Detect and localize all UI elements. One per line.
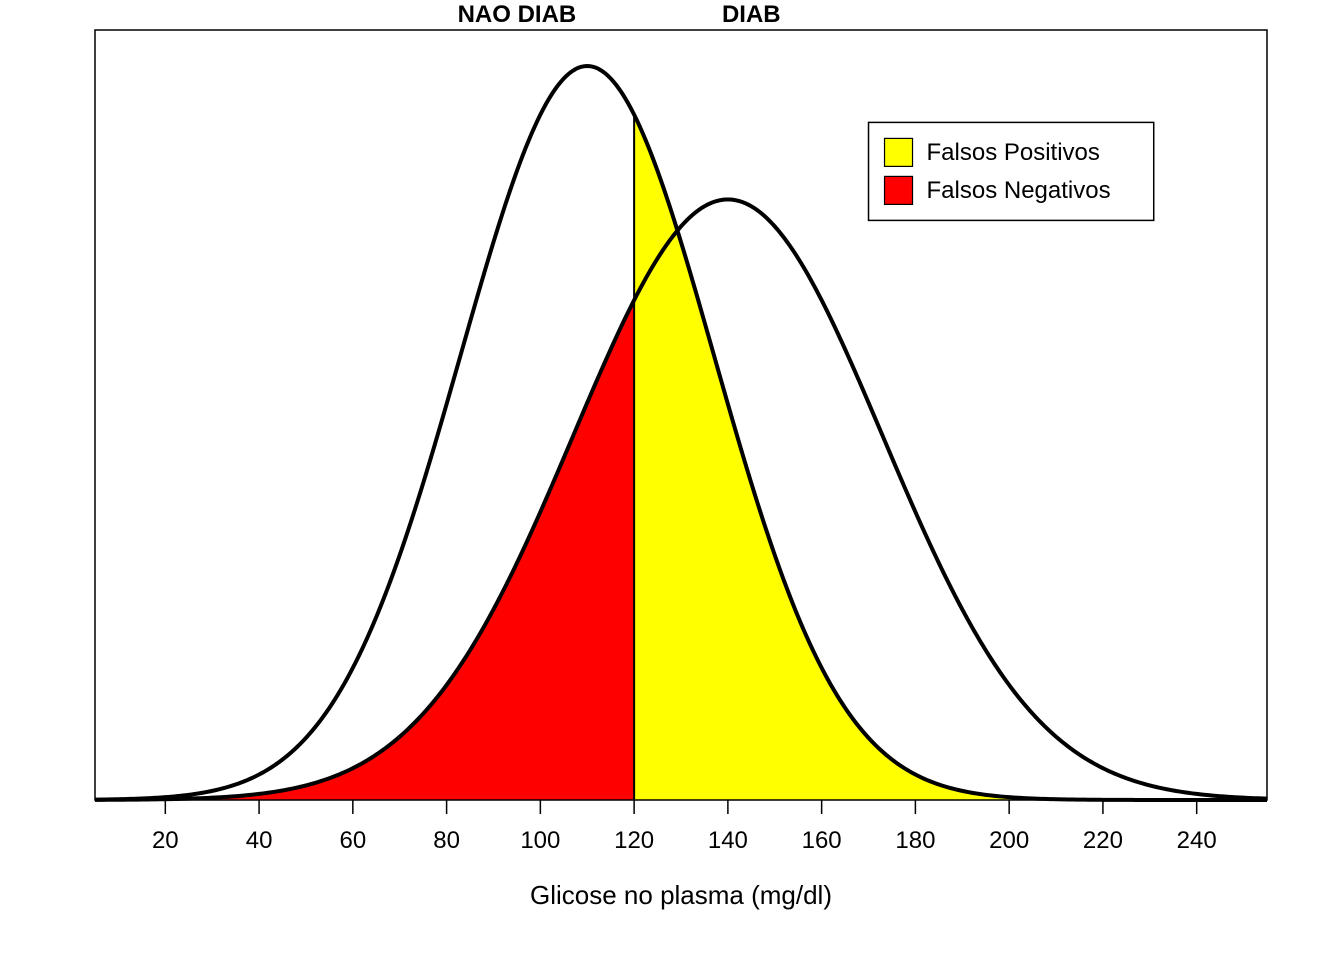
- x-tick-label: 120: [614, 827, 654, 854]
- x-tick-label: 140: [708, 827, 748, 854]
- title-diab: DIAB: [722, 1, 781, 28]
- x-tick-label: 40: [246, 827, 273, 854]
- x-tick-label: 220: [1083, 827, 1123, 854]
- x-tick-label: 100: [520, 827, 560, 854]
- chart-container: 20 40 60 80 100 120 140 160 180 200 220 240 Glicose …: [0, 0, 1344, 960]
- x-axis-label: Glicose no plasma (mg/dl): [530, 880, 832, 910]
- legend-swatch: [885, 138, 913, 166]
- x-tick-label: 180: [895, 827, 935, 854]
- x-tick-label: 200: [989, 827, 1029, 854]
- legend-swatch: [885, 176, 913, 204]
- x-tick-label: 80: [433, 827, 460, 854]
- legend-box: [869, 122, 1154, 220]
- legend-label: Falsos Negativos: [927, 177, 1111, 204]
- x-tick-label: 240: [1177, 827, 1217, 854]
- legend-label: Falsos Positivos: [927, 139, 1100, 166]
- x-tick-label: 60: [339, 827, 366, 854]
- x-tick-label: 20: [152, 827, 179, 854]
- density-chart-svg: 20 40 60 80 100 120 140 160 180 200 220 240 Glicose …: [0, 0, 1344, 960]
- x-tick-label: 160: [802, 827, 842, 854]
- legend: Falsos Positivos Falsos Negativos: [869, 122, 1154, 220]
- title-nao-diab: NAO DIAB: [458, 1, 577, 28]
